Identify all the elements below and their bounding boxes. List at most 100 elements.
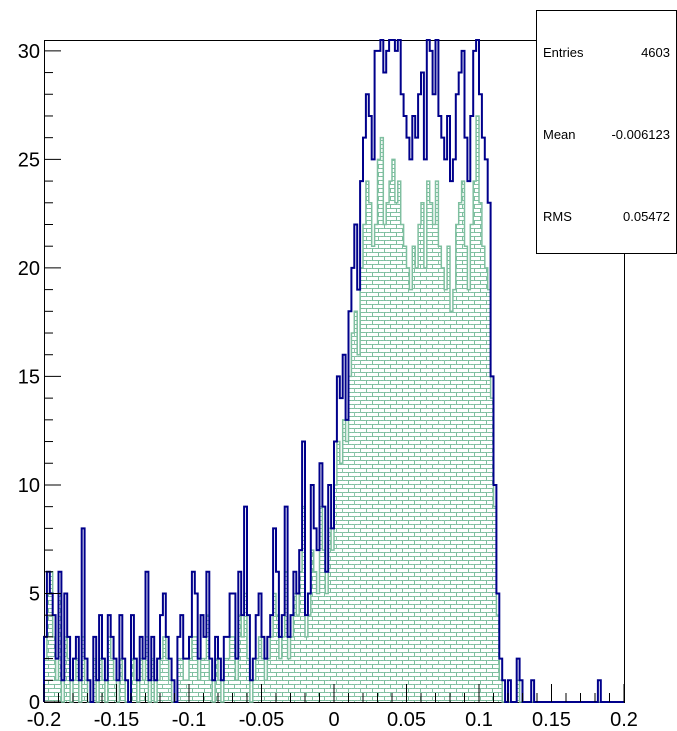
hatched-bin: [238, 615, 242, 702]
hatched-bin: [84, 680, 88, 702]
hatched-bin: [55, 680, 59, 702]
hatched-bin: [183, 680, 187, 702]
hatched-bin: [377, 159, 381, 702]
hatched-bin: [328, 528, 332, 702]
hatched-bin: [99, 658, 102, 702]
stats-entries-label: Entries: [543, 45, 584, 60]
hatched-bin: [403, 246, 407, 702]
hatched-bin: [218, 680, 221, 702]
hatched-bin: [162, 636, 166, 702]
hatched-bin: [406, 267, 410, 702]
x-tick-label: -0.1: [172, 709, 206, 731]
hatched-bin: [168, 680, 172, 702]
hatched-bin: [322, 550, 326, 702]
hatched-bin: [113, 680, 117, 702]
stats-mean-label: Mean: [543, 127, 576, 142]
hatched-bin: [186, 680, 189, 702]
hatched-bin: [423, 267, 427, 702]
hatched-bin: [52, 636, 56, 702]
hatched-bin: [296, 615, 300, 702]
hatched-bin: [293, 593, 297, 702]
hatched-bin: [244, 593, 247, 702]
hatched-bin: [380, 137, 384, 703]
hatched-bin: [473, 181, 477, 702]
hatched-bin: [394, 202, 398, 703]
y-tick-label: 5: [29, 583, 40, 605]
hatched-bin: [389, 181, 392, 702]
hatched-bin: [450, 311, 453, 702]
hatched-bin: [107, 636, 111, 702]
hatched-bin: [479, 202, 482, 703]
hatched-bin: [102, 680, 105, 702]
hatched-bin: [418, 224, 421, 702]
hatched-bin: [302, 506, 305, 702]
hatched-bin: [284, 571, 288, 702]
y-tick-label: 30: [18, 41, 40, 63]
hatched-bin: [197, 680, 201, 702]
hatched-bin: [122, 680, 126, 702]
hatched-bin: [209, 680, 213, 702]
hatched-bin: [145, 636, 149, 702]
hatched-bin: [165, 658, 169, 702]
hatched-bin: [73, 680, 76, 702]
hatched-bin: [325, 593, 329, 702]
hatched-bin: [255, 658, 259, 702]
hatched-bin: [276, 615, 279, 702]
hatched-bin: [160, 658, 163, 702]
hatched-bin: [258, 636, 262, 702]
x-tick-label: 0.1: [465, 709, 493, 731]
hatched-bin: [58, 593, 62, 702]
stats-box: Entries 4603 Mean -0.006123 RMS 0.05472: [536, 10, 677, 254]
x-tick-label: -0.05: [239, 709, 285, 731]
hatched-bin: [151, 658, 155, 702]
hatched-bin: [444, 289, 448, 702]
hatched-bin: [421, 202, 424, 703]
hatched-bin: [157, 680, 160, 702]
hatched-bin: [331, 550, 334, 702]
hatched-bin: [270, 636, 274, 702]
stats-mean-row: Mean -0.006123: [537, 127, 676, 147]
hatched-bin: [484, 267, 488, 702]
hatched-bin: [273, 593, 276, 702]
x-tick-label: 0.2: [610, 709, 638, 731]
hatched-bin: [386, 202, 390, 703]
hatched-bin: [194, 636, 198, 702]
axes: -0.2 -0.15 -0.1 -0.05 0 0.05 0.1 0.15 0.2 0 5 10 15 2…: [18, 41, 638, 731]
hatched-bin: [310, 550, 314, 702]
hatched-bin: [139, 658, 143, 702]
hatched-bin: [345, 441, 349, 702]
hatched-bin: [429, 202, 433, 703]
hatched-bin: [409, 289, 413, 702]
hatched-bin: [215, 658, 218, 702]
hatched-bin: [287, 658, 291, 702]
hatched-bin: [226, 658, 230, 702]
hatched-bin: [119, 658, 123, 702]
x-tick-label: 0.05: [387, 709, 426, 731]
hatched-bin: [223, 658, 227, 702]
hatched-bin: [464, 246, 468, 702]
stats-rms-row: RMS 0.05472: [537, 209, 676, 229]
hatched-bin: [516, 680, 520, 702]
hatched-bin: [342, 419, 346, 702]
hatched-bin: [365, 181, 369, 702]
hatched-bin: [67, 658, 71, 702]
stats-entries-value: 4603: [641, 45, 670, 60]
hatched-bin: [383, 224, 387, 702]
hatched-bin: [476, 115, 479, 702]
hatched-bin: [319, 506, 323, 702]
hatched-bin: [64, 636, 68, 702]
hatched-bin: [432, 224, 436, 702]
outline-histogram-line: [43, 39, 624, 703]
x-tick-label: 0: [328, 709, 339, 731]
stats-entries-row: Entries 4603: [537, 45, 676, 65]
hatched-bin: [299, 571, 303, 702]
hatched-bin: [203, 658, 207, 702]
hatched-bin: [336, 441, 340, 702]
hatched-bin: [93, 658, 97, 702]
hatched-bin: [247, 658, 250, 702]
hatched-bin: [412, 246, 416, 702]
hatched-bin: [368, 202, 372, 703]
hatched-bin: [305, 636, 308, 702]
x-tick-label: -0.2: [27, 709, 61, 731]
